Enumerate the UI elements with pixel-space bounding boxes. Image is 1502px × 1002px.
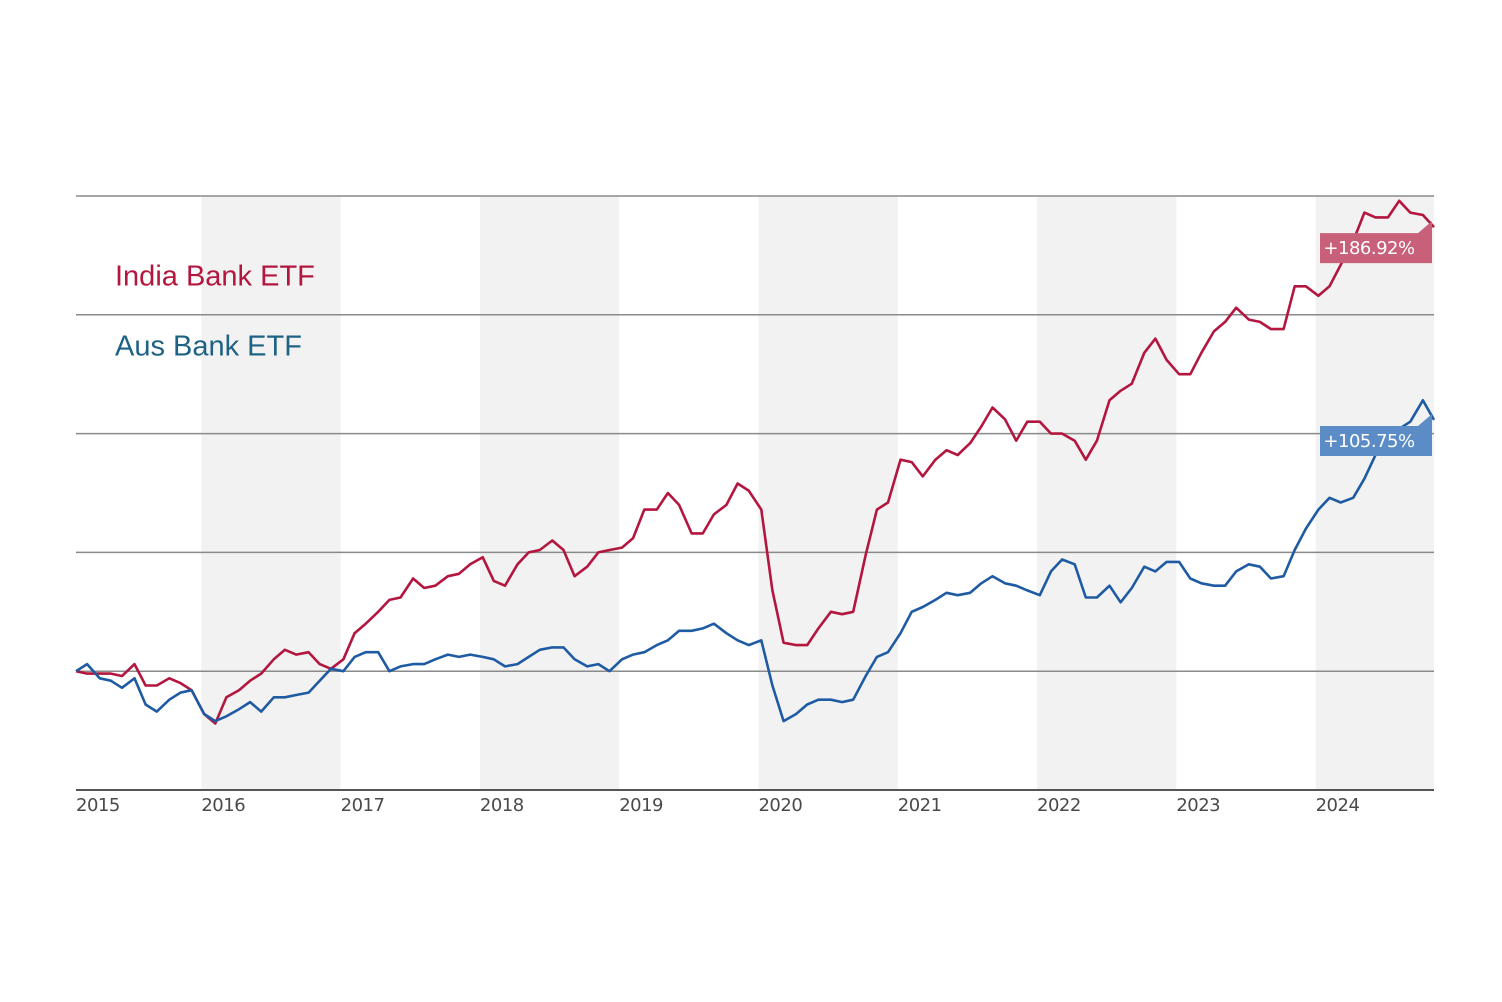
end-label-box xyxy=(1320,413,1432,456)
end-label: +186.92% xyxy=(1320,221,1432,264)
x-tick-label: 2020 xyxy=(758,795,802,816)
x-tick-label: 2015 xyxy=(76,795,120,816)
end-label-box xyxy=(1320,221,1432,264)
legend-label: India Bank ETF xyxy=(115,261,315,293)
year-band xyxy=(1315,196,1434,790)
series-line xyxy=(75,399,1436,723)
end-label: +105.75% xyxy=(1320,413,1432,456)
year-band xyxy=(1037,196,1177,790)
legend-label: Aus Bank ETF xyxy=(115,331,302,363)
x-tick-label: 2017 xyxy=(341,795,385,816)
x-tick-label: 2024 xyxy=(1316,795,1360,816)
year-band xyxy=(201,196,341,790)
x-tick-label: 2016 xyxy=(201,795,245,816)
x-tick-label: 2018 xyxy=(480,795,524,816)
end-label-text: +105.75% xyxy=(1323,431,1415,452)
x-tick-label: 2022 xyxy=(1037,795,1081,816)
year-band xyxy=(479,196,620,790)
x-tick-label: 2023 xyxy=(1176,795,1220,816)
series-line xyxy=(75,199,1435,725)
end-label-text: +186.92% xyxy=(1323,238,1415,259)
x-tick-label: 2021 xyxy=(898,795,942,816)
year-band xyxy=(758,196,898,790)
x-tick-label: 2019 xyxy=(619,795,663,816)
